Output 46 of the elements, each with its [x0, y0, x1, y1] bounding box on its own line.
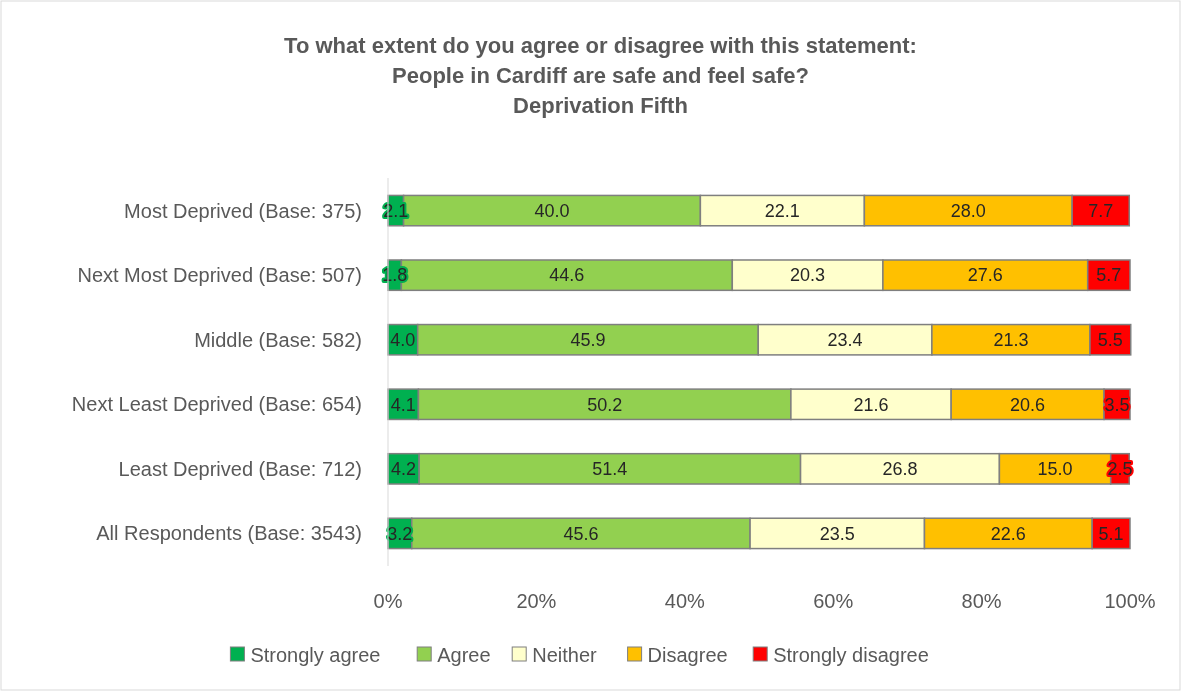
data-label: 3.5	[1104, 394, 1130, 415]
y-tick-label: Most Deprived (Base: 375)	[124, 199, 362, 222]
legend-label: Strongly disagree	[773, 644, 929, 666]
x-tick-label: 40%	[664, 590, 706, 612]
legend-label: Disagree	[647, 644, 728, 666]
data-label: 27.6	[967, 265, 1003, 286]
data-label: 5.7	[1096, 265, 1122, 286]
legend-label: Neither	[532, 644, 598, 666]
x-tick-label: 0%	[373, 590, 403, 612]
data-label: 4.2	[391, 459, 417, 480]
data-label: 5.5	[1097, 330, 1123, 351]
data-label: 15.0	[1037, 459, 1073, 480]
x-tick-label: 80%	[961, 590, 1002, 612]
data-label: 22.6	[990, 523, 1026, 544]
y-tick-label: Next Most Deprived (Base: 507)	[77, 264, 362, 287]
data-label: 51.4	[592, 459, 628, 480]
y-tick-label: Next Least Deprived (Base: 654)	[71, 393, 362, 416]
y-tick-label: Middle (Base: 582)	[194, 328, 362, 351]
data-label: 7.7	[1088, 200, 1114, 221]
data-label: 44.6	[549, 265, 585, 286]
y-tick-label: All Respondents (Base: 3543)	[96, 522, 362, 545]
data-label: 4.1	[390, 394, 416, 415]
data-label: 23.5	[819, 523, 855, 544]
data-label: 20.6	[1010, 394, 1046, 415]
data-label: 21.3	[993, 330, 1029, 351]
data-label: 22.1	[764, 200, 800, 221]
data-label: 5.1	[1098, 523, 1124, 544]
data-label: 45.9	[570, 330, 606, 351]
data-label: 26.8	[882, 459, 918, 480]
x-tick-label: 20%	[516, 590, 557, 612]
y-tick-label: Least Deprived (Base: 712)	[118, 457, 362, 480]
legend-label: Agree	[437, 644, 491, 666]
data-label: 23.4	[827, 330, 863, 351]
chart-subtitle: Deprivation Fifth	[513, 93, 688, 118]
chart-title: To what extent do you agree or disagree with this statement: People in Cardiff are safe and feel safe?	[284, 33, 917, 88]
data-label: 21.6	[853, 394, 889, 415]
data-label: 4.0	[390, 330, 416, 351]
data-label: 20.3	[790, 265, 826, 286]
legend-label: Strongly agree	[250, 644, 381, 666]
data-label: 50.2	[587, 394, 623, 415]
data-label: 28.0	[950, 200, 986, 221]
data-label: 40.0	[534, 200, 570, 221]
x-tick-label: 100%	[1104, 590, 1156, 612]
data-label: 45.6	[563, 523, 599, 544]
data-label: 1.8	[382, 265, 408, 286]
x-tick-label: 60%	[813, 590, 854, 612]
